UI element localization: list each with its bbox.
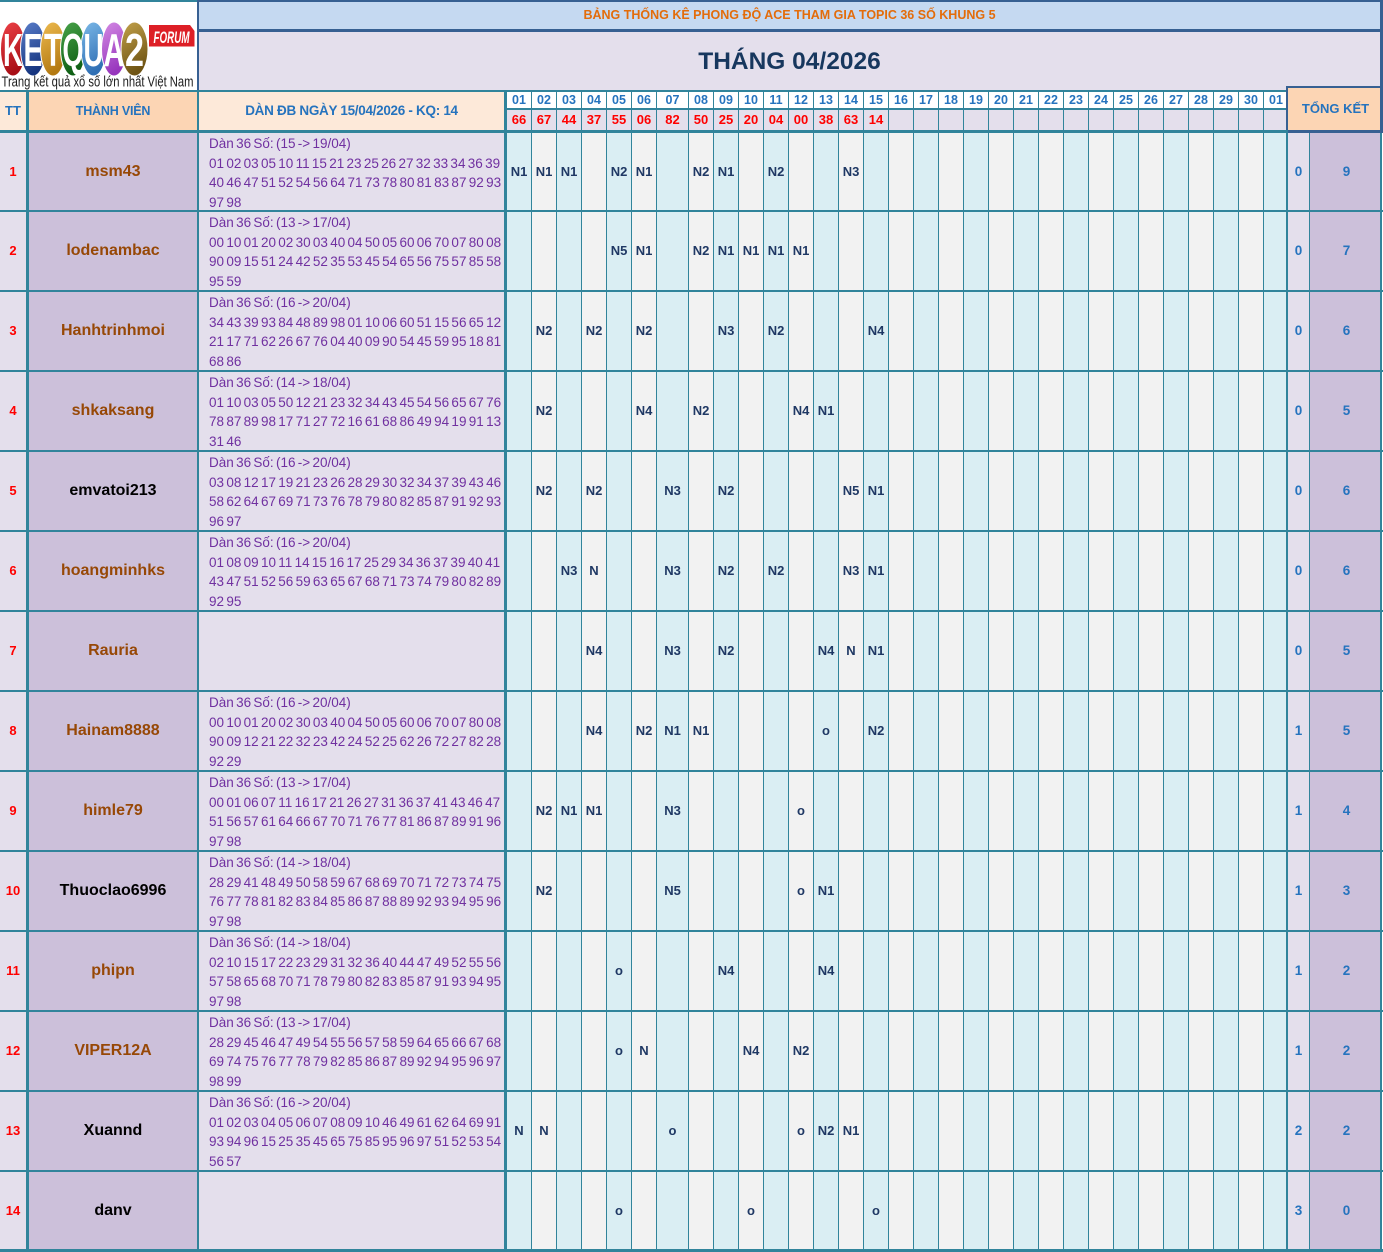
svg-text:U: U <box>84 24 104 76</box>
svg-text:A: A <box>104 24 125 76</box>
svg-text:K: K <box>3 24 23 76</box>
svg-text:FORUM: FORUM <box>154 28 190 47</box>
svg-text:Q: Q <box>63 24 84 76</box>
svg-text:2: 2 <box>125 24 144 76</box>
svg-text:Trang kết quả xổ số lớn nhất V: Trang kết quả xổ số lớn nhất Việt Nam <box>2 75 194 91</box>
svg-text:T: T <box>44 24 62 76</box>
svg-text:E: E <box>24 24 43 76</box>
